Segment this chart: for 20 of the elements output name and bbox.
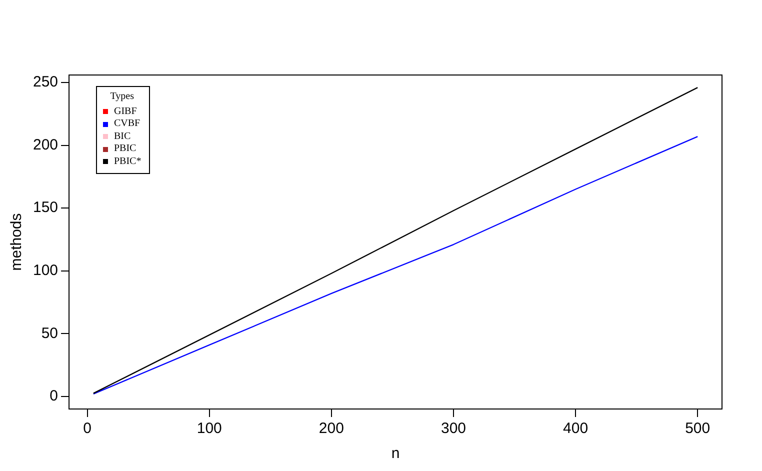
y-axis-title: methods: [8, 213, 26, 271]
y-tick-label: 100: [32, 262, 58, 280]
x-tick-label: 200: [318, 420, 344, 438]
legend-label: GIBF: [114, 106, 137, 118]
legend-label: CVBF: [114, 118, 140, 130]
legend-title: Types: [109, 91, 135, 104]
y-tick-label: 250: [32, 74, 58, 91]
legend-label: PBIC*: [114, 156, 142, 168]
x-tick-label: 100: [196, 420, 222, 438]
y-tick-label: 200: [32, 136, 58, 154]
x-axis-title: n: [391, 445, 400, 462]
legend-label: BIC: [114, 130, 131, 143]
x-tick-label: 300: [440, 420, 466, 438]
y-tick-label: 0: [50, 388, 58, 405]
y-tick-label: 150: [32, 199, 58, 216]
legend-label: PBIC: [114, 143, 136, 156]
x-tick-label: 400: [563, 420, 588, 438]
x-tick-label: 500: [685, 420, 710, 438]
y-tick-label: 50: [41, 324, 58, 342]
x-tick-label: 0: [83, 420, 92, 438]
